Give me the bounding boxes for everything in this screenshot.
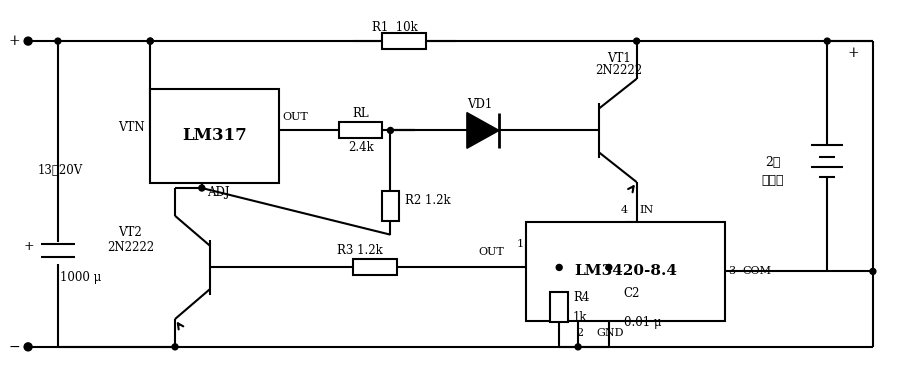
Circle shape bbox=[870, 269, 876, 274]
Text: 4: 4 bbox=[621, 205, 628, 215]
Bar bbox=[150, 89, 279, 183]
Text: C2: C2 bbox=[623, 287, 640, 300]
Circle shape bbox=[824, 38, 830, 44]
Text: OUT: OUT bbox=[478, 247, 505, 256]
Text: +: + bbox=[847, 46, 859, 60]
Text: GND: GND bbox=[596, 328, 623, 338]
Circle shape bbox=[387, 128, 394, 133]
Circle shape bbox=[147, 38, 153, 44]
Text: 3: 3 bbox=[728, 266, 735, 276]
Circle shape bbox=[556, 264, 562, 271]
Text: 2.4k: 2.4k bbox=[348, 141, 374, 154]
Text: 2: 2 bbox=[576, 328, 583, 338]
Text: R3 1.2k: R3 1.2k bbox=[337, 244, 383, 257]
Circle shape bbox=[24, 37, 32, 45]
Bar bbox=[381, 192, 399, 221]
Text: VT2: VT2 bbox=[118, 226, 142, 239]
Text: +: + bbox=[8, 34, 20, 48]
Text: 2N2222: 2N2222 bbox=[107, 241, 154, 254]
Bar bbox=[339, 123, 383, 138]
Text: 锂电池: 锂电池 bbox=[761, 174, 784, 187]
Circle shape bbox=[199, 185, 205, 191]
Text: COM: COM bbox=[742, 266, 772, 276]
Circle shape bbox=[147, 38, 153, 44]
Bar bbox=[526, 222, 725, 321]
Text: ADJ: ADJ bbox=[207, 186, 230, 200]
Text: 1k: 1k bbox=[573, 311, 587, 323]
Text: 1: 1 bbox=[516, 239, 523, 249]
Text: VTN: VTN bbox=[118, 121, 144, 134]
Text: VT1: VT1 bbox=[607, 53, 631, 66]
Circle shape bbox=[172, 344, 178, 350]
Text: 1000 μ: 1000 μ bbox=[59, 271, 101, 284]
Text: OUT: OUT bbox=[282, 112, 308, 122]
Circle shape bbox=[55, 38, 61, 44]
Text: −: − bbox=[8, 340, 20, 354]
Text: +: + bbox=[23, 240, 34, 253]
Text: 2节: 2节 bbox=[765, 156, 780, 169]
Circle shape bbox=[633, 38, 640, 44]
Bar bbox=[551, 292, 569, 322]
Text: LM3420-8.4: LM3420-8.4 bbox=[574, 264, 678, 279]
Text: VD1: VD1 bbox=[467, 98, 493, 111]
Text: 13～20V: 13～20V bbox=[38, 164, 83, 177]
Text: R2 1.2k: R2 1.2k bbox=[405, 194, 451, 207]
Text: 2N2222: 2N2222 bbox=[596, 64, 642, 77]
Circle shape bbox=[575, 344, 581, 350]
Circle shape bbox=[605, 264, 612, 271]
Text: LM317: LM317 bbox=[182, 127, 247, 144]
Circle shape bbox=[24, 343, 32, 351]
Bar bbox=[383, 33, 426, 49]
Text: R1  10k: R1 10k bbox=[371, 21, 417, 34]
Text: R4: R4 bbox=[573, 291, 589, 304]
Bar bbox=[353, 259, 397, 275]
Text: IN: IN bbox=[640, 205, 654, 215]
Polygon shape bbox=[467, 112, 499, 148]
Text: 0.01 μ: 0.01 μ bbox=[623, 315, 661, 328]
Text: RL: RL bbox=[352, 107, 369, 120]
